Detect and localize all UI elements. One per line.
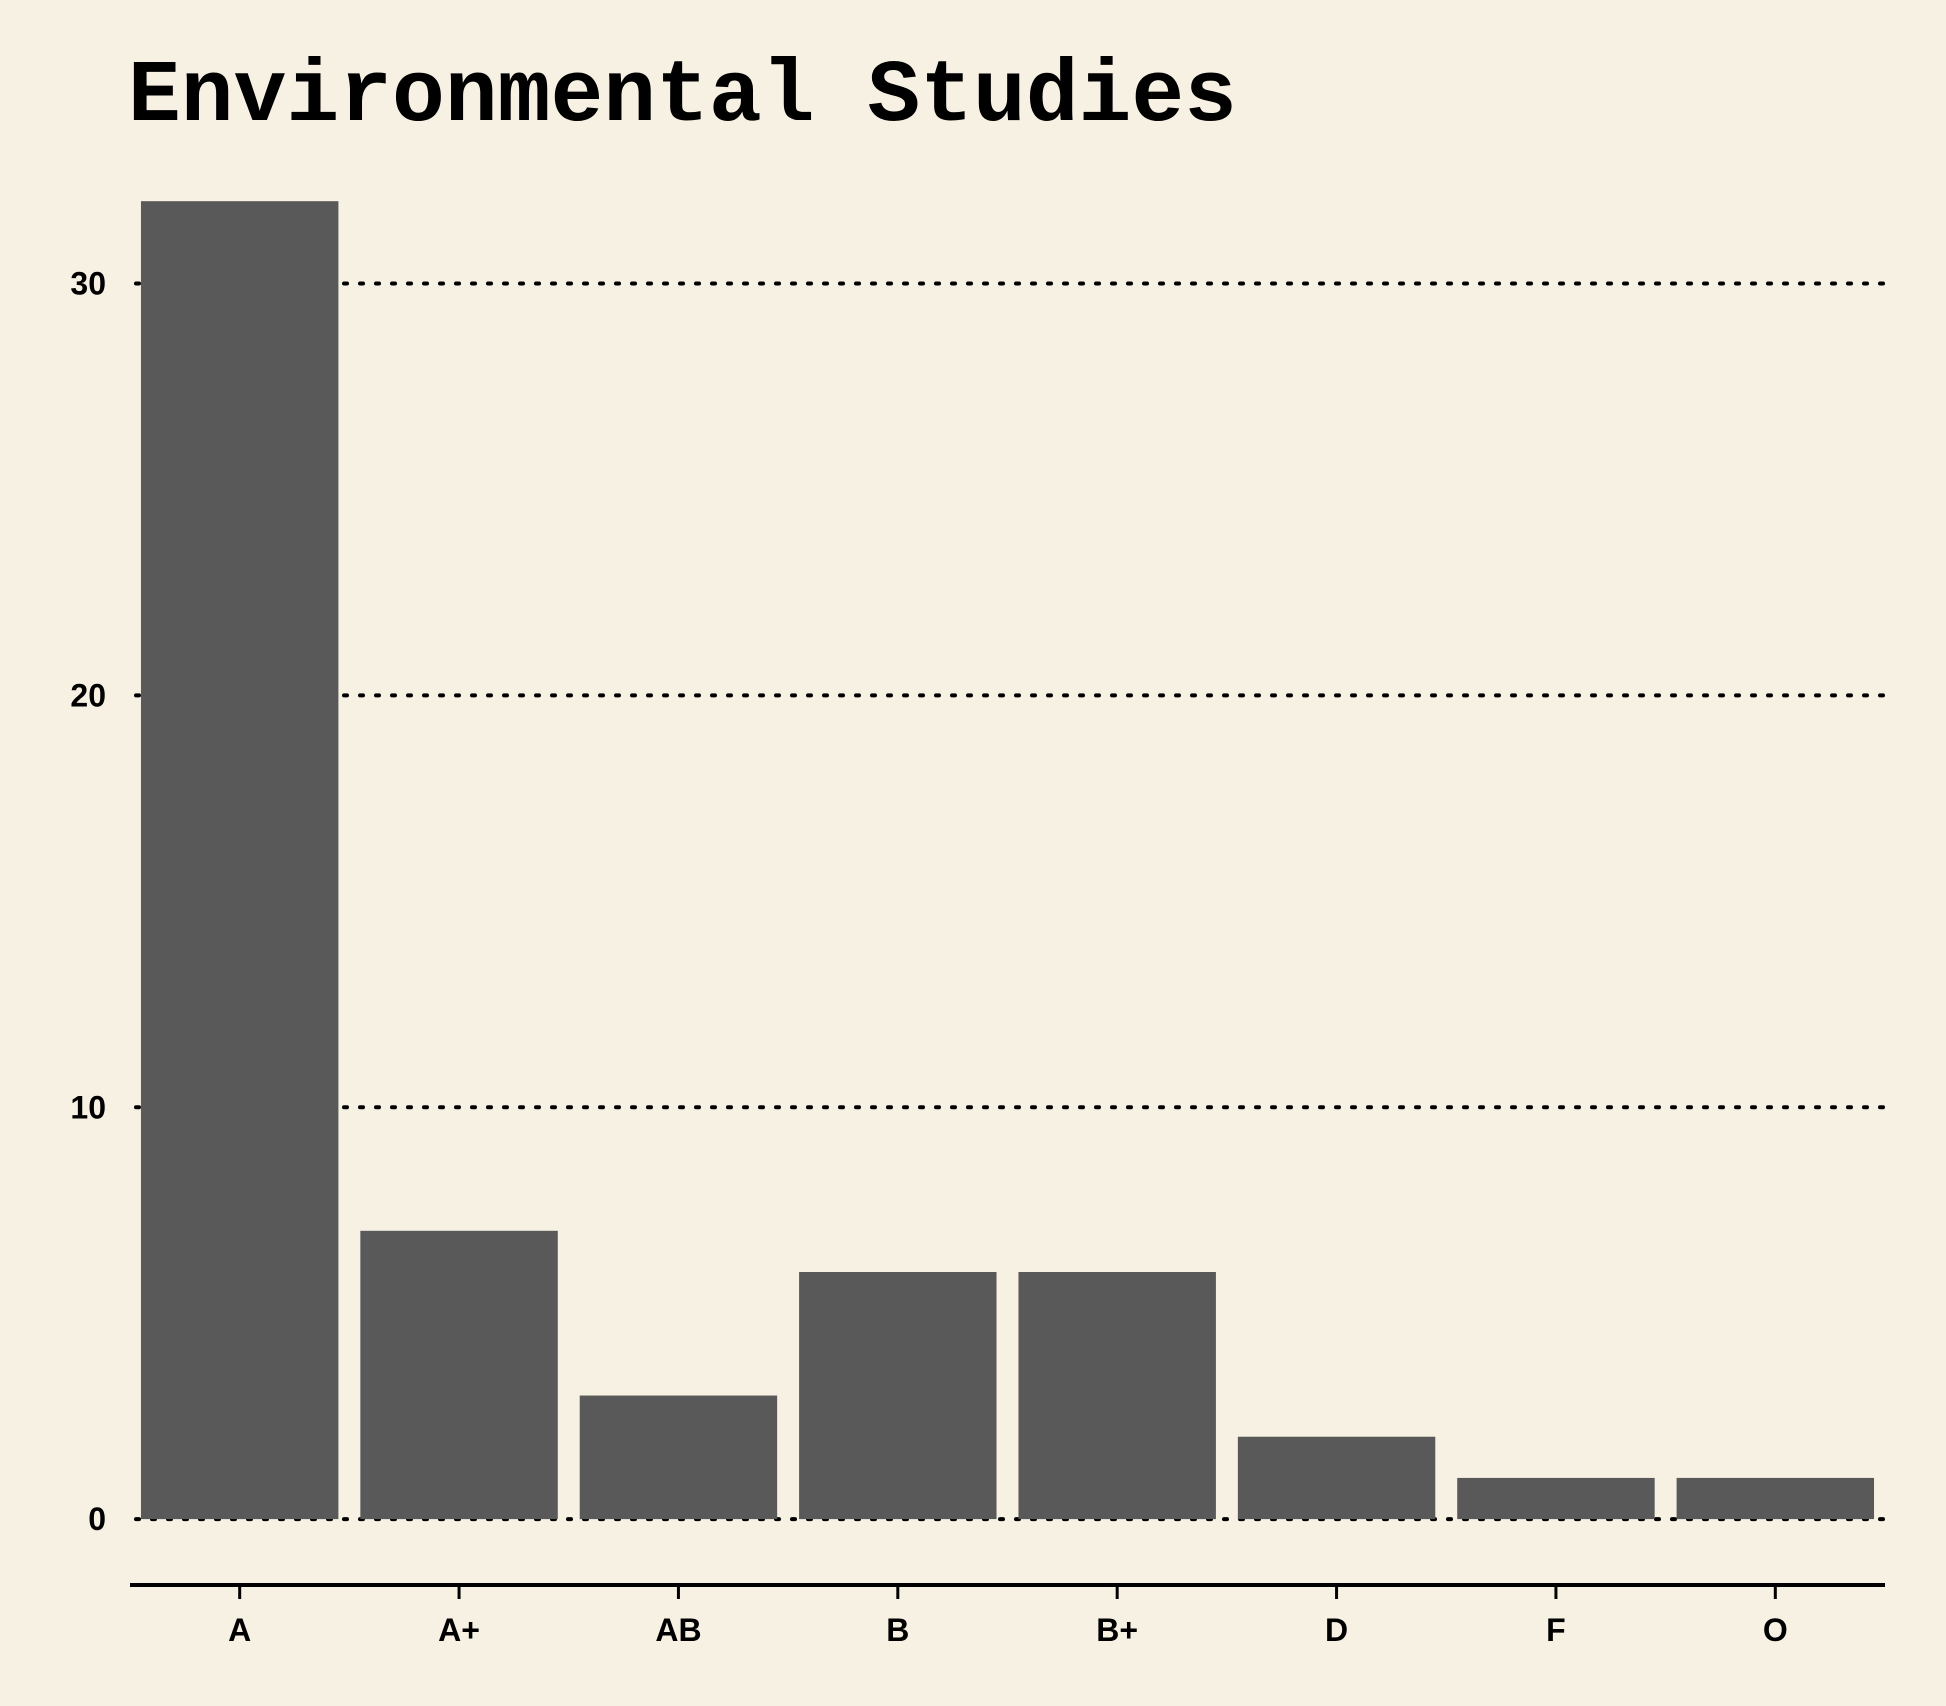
y-axis: 0 10 20 30 [70, 266, 106, 1538]
chart-title: Environmental Studies [128, 48, 1237, 147]
x-tick-label: F [1546, 1612, 1566, 1648]
bar [1237, 1436, 1436, 1520]
bar [360, 1230, 558, 1520]
bars [140, 201, 1875, 1520]
x-tick-label: A [228, 1612, 251, 1648]
x-tick-label: A+ [438, 1612, 480, 1648]
x-tick-label: O [1763, 1612, 1788, 1648]
bar [1676, 1477, 1875, 1520]
y-tick-label: 20 [70, 677, 106, 713]
y-tick-label: 0 [88, 1501, 106, 1537]
bar [1457, 1477, 1655, 1520]
bar [1018, 1271, 1216, 1520]
bar [140, 201, 339, 1520]
x-tick-label: B [886, 1612, 909, 1648]
bar [579, 1395, 778, 1520]
y-tick-label: 10 [70, 1089, 106, 1125]
x-tick-label: D [1325, 1612, 1348, 1648]
x-tick-label: B+ [1096, 1612, 1138, 1648]
x-axis: A A+ AB B B+ D F O [130, 1583, 1885, 1648]
x-tick-label: AB [655, 1612, 701, 1648]
y-tick-label: 30 [70, 266, 106, 302]
bar [799, 1271, 997, 1520]
